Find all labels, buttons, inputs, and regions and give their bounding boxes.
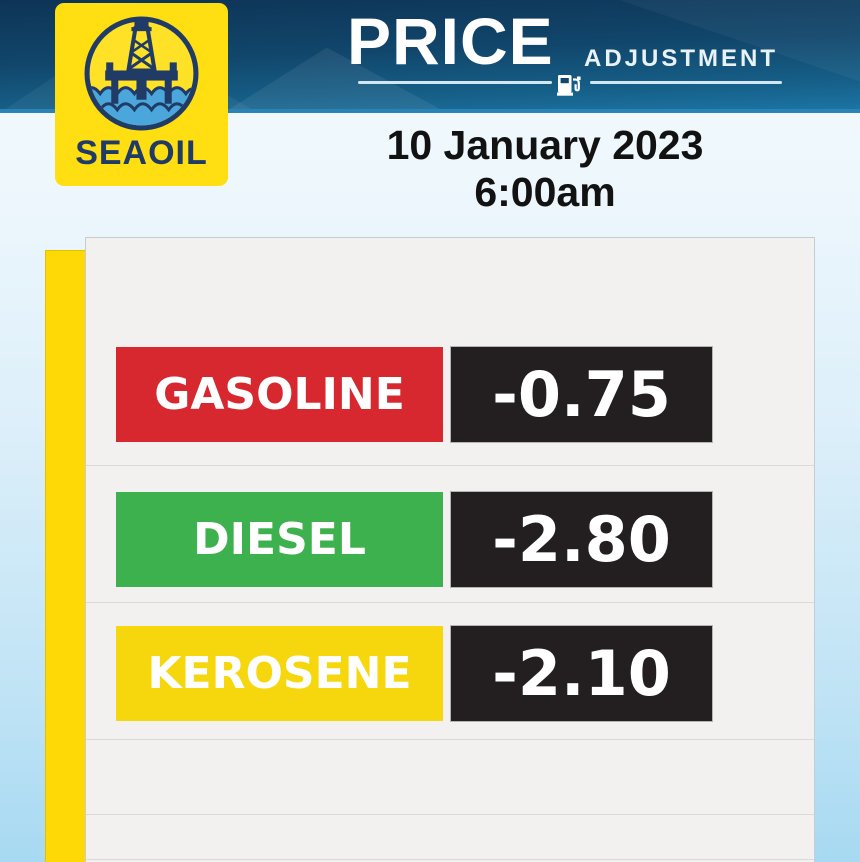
- adjustment-value-text: -2.80: [492, 503, 671, 576]
- adjustment-value-text: -2.10: [492, 637, 671, 710]
- row-divider: [86, 739, 814, 740]
- banner-title: PRICE: [347, 4, 554, 78]
- accent-stripe: [45, 250, 86, 862]
- row-divider: [86, 602, 814, 603]
- product-label: KEROSENE: [116, 626, 443, 721]
- schedule-date: 10 January 2023: [386, 122, 704, 168]
- oil-rig-icon: [84, 16, 199, 131]
- seaoil-logo: SEAOIL: [55, 3, 228, 186]
- adjustment-value: -0.75: [451, 347, 712, 442]
- row-divider: [86, 859, 814, 860]
- price-row-kerosene: KEROSENE -2.10: [86, 626, 814, 721]
- price-row-diesel: DIESEL -2.80: [86, 492, 814, 587]
- row-divider: [86, 465, 814, 466]
- divider-line-left: [358, 81, 552, 84]
- schedule-time: 6:00am: [474, 169, 616, 216]
- fuel-pump-icon: [557, 75, 581, 96]
- product-label: GASOLINE: [116, 347, 443, 442]
- adjustment-value-text: -0.75: [492, 358, 671, 431]
- product-label: DIESEL: [116, 492, 443, 587]
- divider-line-right: [590, 81, 782, 84]
- adjustment-value: -2.10: [451, 626, 712, 721]
- adjustment-value: -2.80: [451, 492, 712, 587]
- brand-name: SEAOIL: [75, 134, 208, 172]
- price-row-gasoline: GASOLINE -0.75: [86, 347, 814, 442]
- price-card: GASOLINE -0.75 DIESEL -2.80 KEROSENE -2.…: [85, 237, 815, 862]
- schedule: 10 January 2023 6:00am: [230, 122, 860, 216]
- banner-subtitle: ADJUSTMENT: [584, 45, 779, 72]
- row-divider: [86, 814, 814, 815]
